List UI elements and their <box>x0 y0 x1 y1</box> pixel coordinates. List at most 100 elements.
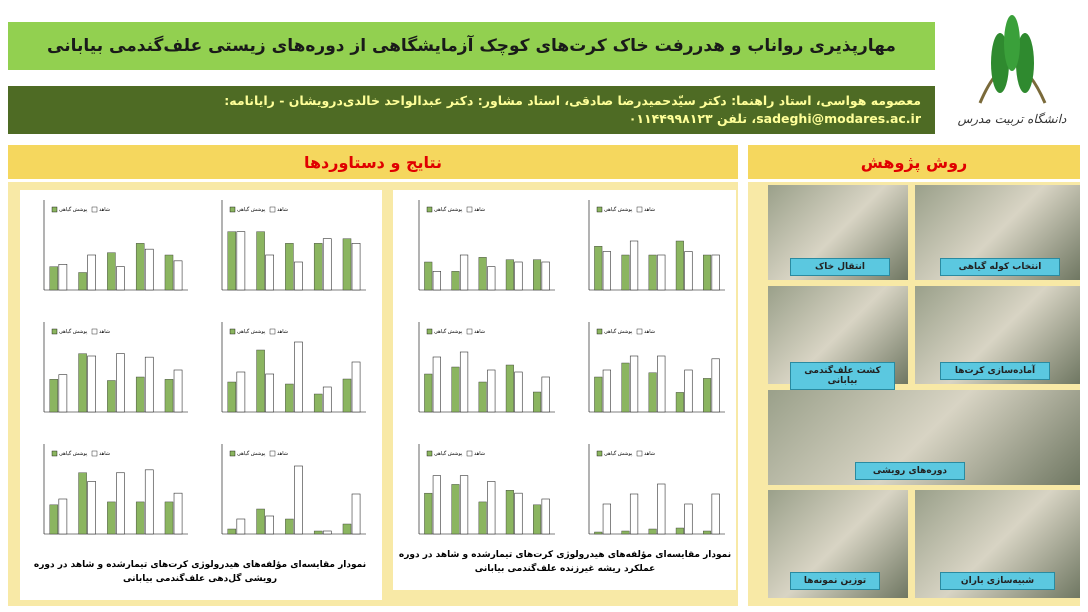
bar <box>87 254 96 291</box>
bar <box>451 271 460 291</box>
bar <box>351 361 361 413</box>
bar <box>164 254 174 291</box>
bar <box>256 349 265 413</box>
bar <box>657 355 666 413</box>
legend-swatch <box>229 328 236 335</box>
legend-label: پوشش گیاهی <box>59 450 88 457</box>
legend-swatch <box>51 206 58 213</box>
bar <box>541 376 550 413</box>
legend-label: شاهد <box>99 207 110 213</box>
bar <box>424 492 433 535</box>
legend-swatch <box>229 206 236 213</box>
bar <box>657 254 666 291</box>
bar <box>342 238 352 291</box>
legend-label: شاهد <box>474 207 485 213</box>
bar <box>294 465 303 535</box>
bar <box>342 523 352 535</box>
bar <box>602 369 611 413</box>
bar <box>107 252 116 291</box>
bar <box>505 364 514 413</box>
bar <box>285 383 294 413</box>
legend-label: شاهد <box>277 329 288 335</box>
legend-swatch <box>596 206 603 213</box>
bar <box>459 254 469 291</box>
legend-label: پوشش گیاهی <box>604 206 633 213</box>
photo-label: شبیه‌سازی باران <box>940 572 1055 590</box>
legend-label: شاهد <box>277 207 288 213</box>
legend-label: پوشش گیاهی <box>59 206 88 213</box>
bar <box>459 351 469 413</box>
bar <box>675 240 684 291</box>
bar <box>621 362 630 413</box>
bar <box>78 272 87 291</box>
bar <box>227 381 237 413</box>
photo-label: کشت علف‌گندمی بیابانی <box>790 362 895 390</box>
bar <box>505 490 514 535</box>
legend-swatch <box>426 206 433 213</box>
bar <box>533 391 542 413</box>
legend-swatch <box>466 206 473 213</box>
bar <box>675 392 684 413</box>
legend-label: پوشش گیاهی <box>237 450 266 457</box>
bar <box>313 530 323 535</box>
legend-label: پوشش گیاهی <box>237 206 266 213</box>
photo-label: دوره‌های رویشی <box>855 462 965 480</box>
title: مهارپذیری رواناب و هدررفت خاک کرت‌های کو… <box>8 22 935 70</box>
bar <box>459 475 469 535</box>
bar <box>236 371 246 413</box>
bar <box>351 493 361 535</box>
bar <box>541 261 550 291</box>
legend-swatch <box>466 328 473 335</box>
bar <box>173 260 183 291</box>
results-heading: نتایج و دستاوردها <box>8 145 738 179</box>
bar <box>594 376 603 413</box>
bar <box>648 254 657 291</box>
logo-text: دانشگاه تربیت مدرس <box>958 112 1067 126</box>
bar <box>322 386 332 413</box>
bar <box>144 469 154 535</box>
bar <box>424 373 433 413</box>
bar <box>58 498 68 535</box>
bar <box>135 501 145 535</box>
photo-label: انتقال خاک <box>790 258 890 276</box>
bar <box>703 378 712 413</box>
logo-graphic: دانشگاه تربیت مدرس <box>958 15 1067 126</box>
bar <box>107 380 116 413</box>
legend-swatch <box>269 206 276 213</box>
bar <box>711 254 720 291</box>
bar <box>487 481 496 535</box>
legend-label: پوشش گیاهی <box>434 206 463 213</box>
legend-label: شاهد <box>474 451 485 457</box>
logo: دانشگاه تربیت مدرس <box>945 8 1080 133</box>
legend-swatch <box>91 328 98 335</box>
contact: sadeghi@modares.ac.ir، تلفن ۰۱۱۴۴۹۹۸۱۲۳ <box>628 111 921 126</box>
bar <box>78 353 87 413</box>
legend-label: شاهد <box>99 329 110 335</box>
bar <box>621 530 630 535</box>
legend-swatch <box>91 206 98 213</box>
bar <box>514 371 523 413</box>
bar <box>342 378 352 413</box>
bar <box>621 254 630 291</box>
bar <box>49 266 59 291</box>
bar <box>703 254 712 291</box>
bar <box>227 528 237 535</box>
bar <box>294 261 303 291</box>
bar <box>164 379 174 413</box>
bar <box>49 379 59 413</box>
legend-label: پوشش گیاهی <box>59 328 88 335</box>
bar <box>648 528 657 535</box>
bar <box>116 353 125 413</box>
bar <box>144 248 154 291</box>
legend-swatch <box>596 328 603 335</box>
bar <box>451 366 460 413</box>
bar <box>602 251 611 291</box>
bar <box>322 530 332 535</box>
photo-label: توزین نمونه‌ها <box>790 572 880 590</box>
bar <box>675 527 684 535</box>
authors: معصومه هواسی، استاد راهنما: دکتر سیّدحمی… <box>224 93 921 108</box>
bar <box>58 264 68 291</box>
bar <box>294 341 303 413</box>
bar <box>265 515 274 535</box>
